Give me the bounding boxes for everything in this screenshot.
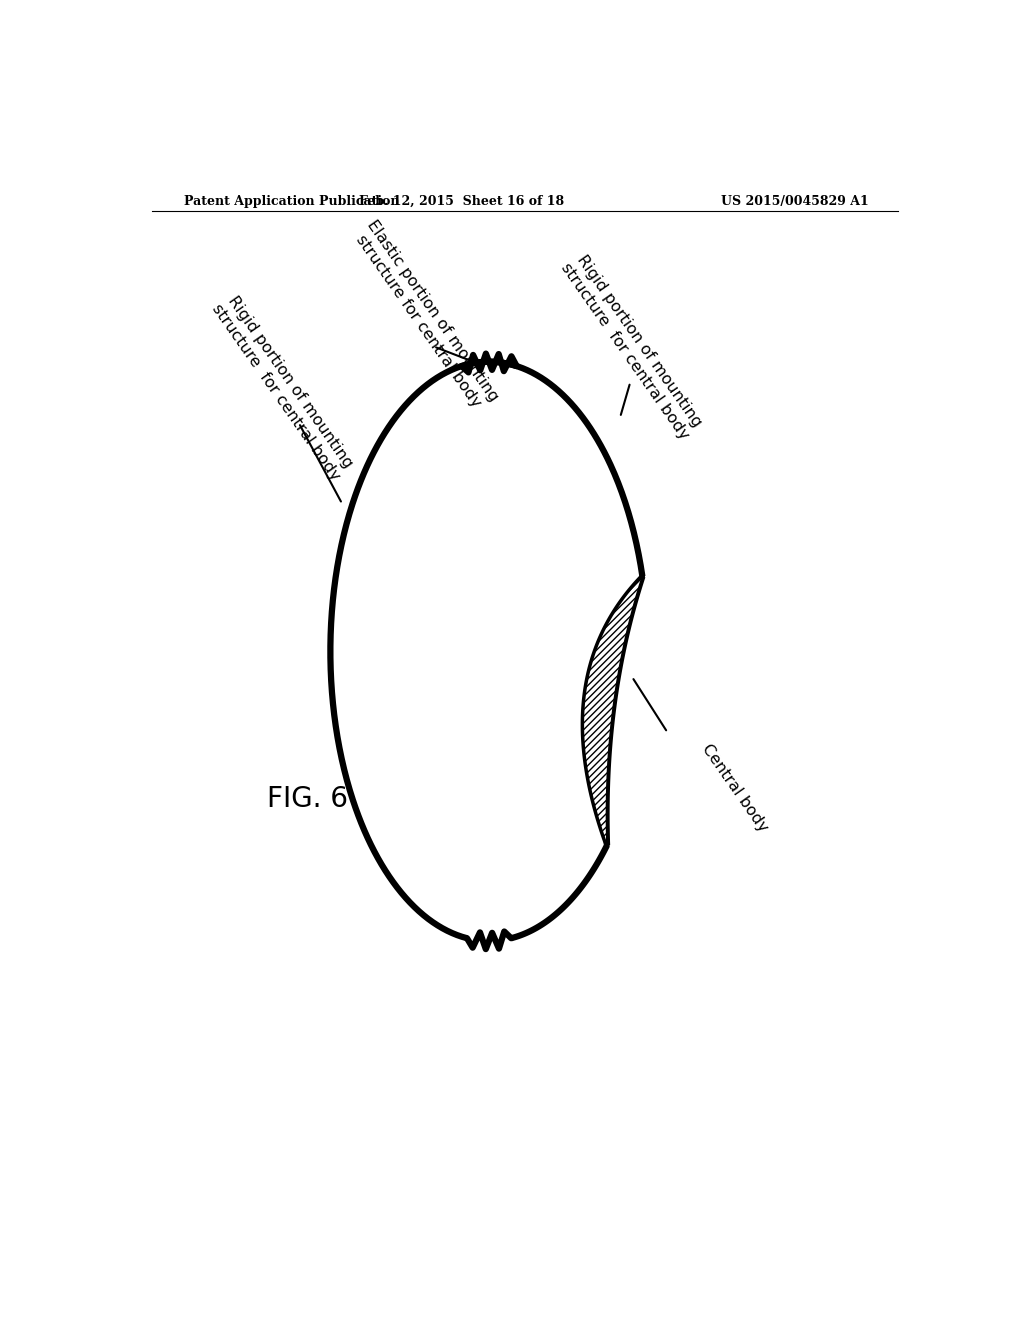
Text: Central body: Central body xyxy=(699,742,771,836)
Text: Patent Application Publication: Patent Application Publication xyxy=(183,194,399,207)
Polygon shape xyxy=(584,577,642,845)
Text: Feb. 12, 2015  Sheet 16 of 18: Feb. 12, 2015 Sheet 16 of 18 xyxy=(358,194,564,207)
Text: Elastic portion of mounting
structure for central body: Elastic portion of mounting structure fo… xyxy=(350,218,502,414)
Text: FIG. 6: FIG. 6 xyxy=(267,784,348,813)
Text: Rigid portion of mounting
structure  for central body: Rigid portion of mounting structure for … xyxy=(209,292,356,483)
Text: US 2015/0045829 A1: US 2015/0045829 A1 xyxy=(721,194,868,207)
Text: Rigid portion of mounting
structure  for central body: Rigid portion of mounting structure for … xyxy=(558,251,706,442)
